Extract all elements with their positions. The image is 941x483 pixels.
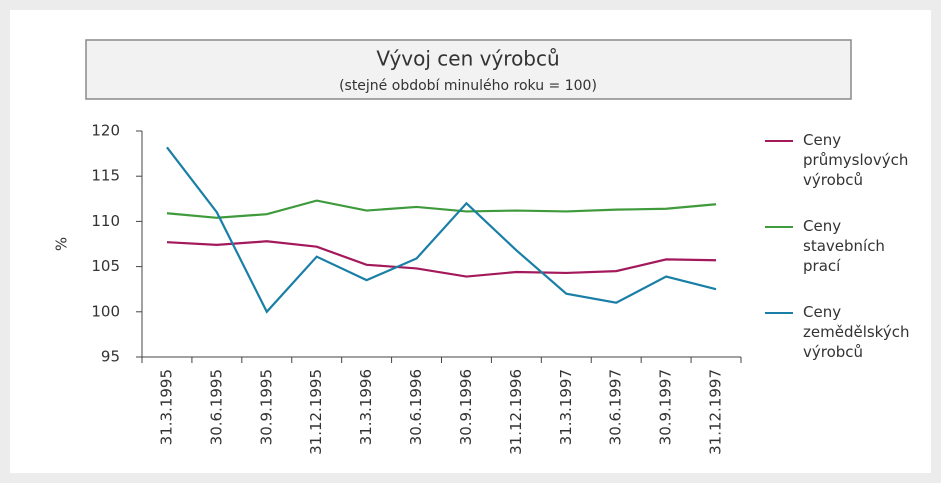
x-tick-label: 31.12.1996: [507, 369, 525, 455]
title-box: [85, 39, 852, 100]
x-tick-label: 30.9.1997: [657, 369, 675, 445]
y-tick-label: 100: [91, 302, 120, 320]
legend-swatch: [765, 312, 793, 314]
x-tick-label: 31.3.1996: [357, 369, 375, 445]
line-series: [166, 146, 717, 314]
x-tick-label: 30.6.1997: [607, 369, 625, 445]
legend-label: Ceny stavebních prací: [803, 217, 885, 275]
line-series: [166, 240, 717, 278]
line-series: [166, 199, 717, 219]
x-tick-label: 30.9.1995: [257, 369, 275, 445]
x-tick-label: 31.12.1997: [707, 369, 725, 455]
legend-label: Ceny zemědělských výrobců: [803, 303, 910, 361]
legend-label: Ceny průmyslových výrobců: [803, 131, 909, 189]
x-tick-label: 31.12.1995: [307, 369, 325, 455]
x-tick-label: 30.6.1996: [407, 369, 425, 445]
chart-subtitle: (stejné období minulého roku = 100): [339, 78, 597, 94]
legend-swatch: [765, 226, 793, 228]
chart-title: Vývoj cen výrobců: [376, 47, 559, 71]
x-tick-label: 31.3.1995: [157, 369, 175, 445]
y-tick-label: 115: [91, 167, 120, 185]
x-tick-label: 30.6.1995: [207, 369, 225, 445]
y-tick-label: 95: [101, 348, 120, 366]
x-tick-label: 31.3.1997: [557, 369, 575, 445]
legend-item: Ceny stavebních prací: [765, 216, 915, 276]
y-axis-label: %: [53, 237, 71, 251]
legend-swatch: [765, 140, 793, 142]
y-tick-label: 105: [91, 257, 120, 275]
y-tick-label: 120: [91, 122, 120, 140]
legend-item: Ceny zemědělských výrobců: [765, 302, 915, 362]
legend-item: Ceny průmyslových výrobců: [765, 130, 915, 190]
y-tick-label: 110: [91, 212, 120, 230]
x-tick-label: 30.9.1996: [457, 369, 475, 445]
